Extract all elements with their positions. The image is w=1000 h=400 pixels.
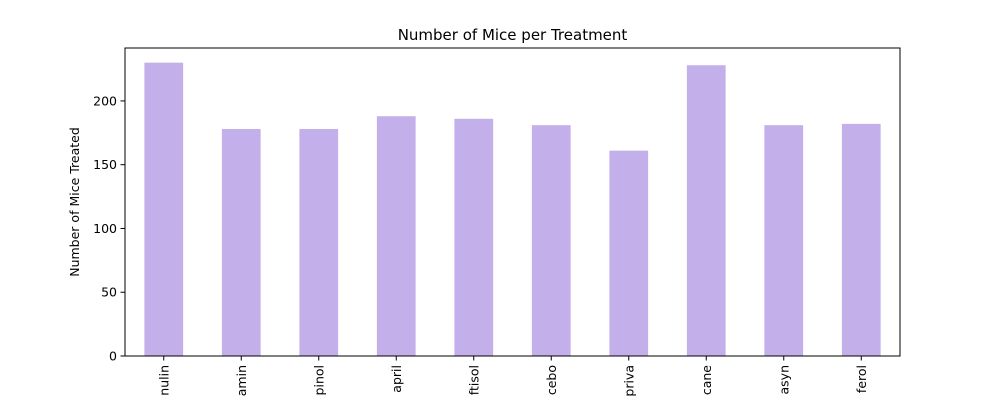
x-tick-label: ferol (854, 365, 869, 393)
x-tick-label: april (389, 365, 404, 393)
bar-asyn (764, 125, 804, 356)
y-tick-label: 150 (93, 157, 117, 172)
chart-title: Number of Mice per Treatment (398, 26, 628, 44)
bar-cane (686, 65, 726, 356)
x-tick-label: cebo (544, 365, 559, 395)
y-tick-label: 50 (101, 285, 117, 300)
bar-cebo (531, 125, 571, 356)
bar-ftisol (454, 118, 494, 356)
x-tick-label: cane (699, 365, 714, 395)
y-tick-label: 100 (93, 221, 117, 236)
y-axis-label: Number of Mice Treated (67, 127, 82, 277)
x-tick-label: nulin (156, 365, 171, 396)
y-tick-label: 200 (93, 93, 117, 108)
bar-ferol (841, 123, 881, 356)
bar-nulin (144, 62, 184, 357)
x-tick-label: priva (621, 365, 636, 397)
bar-pinol (299, 128, 339, 356)
x-tick-label: asyn (776, 365, 791, 395)
y-tick-label: 0 (109, 349, 117, 364)
bar-priva (609, 150, 649, 356)
bar-amin (221, 128, 261, 356)
x-tick-label: pinol (311, 365, 326, 395)
axes-frame (124, 47, 901, 357)
bar-april (376, 116, 416, 356)
x-tick-label: amin (234, 365, 249, 396)
plot-area: 0 50 100 150 200 nulin amin pinol april ftisol ceb… (93, 47, 901, 397)
x-tick-label: ftisol (466, 365, 481, 395)
